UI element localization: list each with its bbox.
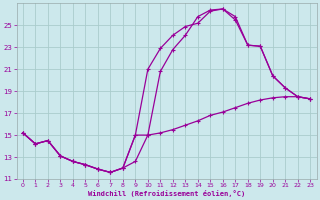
X-axis label: Windchill (Refroidissement éolien,°C): Windchill (Refroidissement éolien,°C) xyxy=(88,190,245,197)
